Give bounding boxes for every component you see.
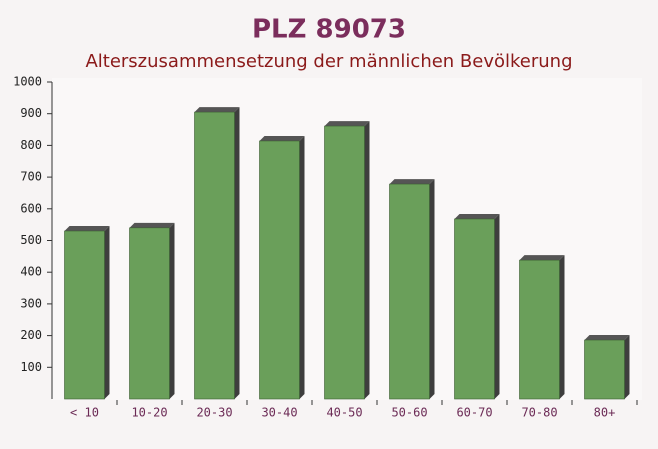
bar (129, 227, 170, 400)
bar-top (454, 213, 500, 219)
bar-side (169, 222, 175, 399)
x-tick-label: 20-30 (196, 406, 232, 420)
x-tick-label: 60-70 (456, 406, 492, 420)
y-tick-label: 900 (20, 106, 42, 120)
bar (259, 140, 300, 400)
bar (519, 259, 560, 400)
bar (454, 218, 495, 400)
bar-side (494, 213, 500, 399)
y-tick-label: 700 (20, 170, 42, 184)
y-tick-label: 600 (20, 201, 42, 215)
x-tick-label: 10-20 (131, 406, 167, 420)
bar-top (129, 222, 175, 228)
bar (389, 183, 430, 400)
bar-top (259, 135, 305, 141)
y-tick-label: 800 (20, 138, 42, 152)
x-tick-label: 40-50 (326, 406, 362, 420)
bar-side (429, 179, 435, 399)
chart-subtitle: Alterszusammensetzung der männlichen Bev… (85, 51, 572, 72)
y-tick-label: 100 (20, 360, 42, 374)
y-tick-label: 400 (20, 265, 42, 279)
bar-side (104, 225, 110, 399)
bar-top (194, 107, 240, 113)
bar-top (324, 121, 370, 127)
bar-side (559, 255, 565, 399)
y-tick-label: 1000 (13, 75, 42, 89)
y-tick-label: 500 (20, 233, 42, 247)
x-tick-label: 50-60 (391, 406, 427, 420)
chart-title: PLZ 89073 (252, 15, 406, 45)
bar (324, 125, 365, 400)
bar-top (584, 335, 630, 341)
bar-side (364, 121, 370, 400)
bar (584, 339, 625, 400)
bar (64, 230, 105, 400)
y-tick-label: 200 (20, 328, 42, 342)
bar-side (624, 335, 630, 399)
x-tick-label: < 10 (70, 406, 99, 420)
x-tick-label: 80+ (594, 406, 616, 420)
x-tick-label: 30-40 (261, 406, 297, 420)
y-tick-label: 300 (20, 296, 42, 310)
bar-top (389, 179, 435, 185)
bar-side (299, 135, 305, 399)
bar-top (519, 255, 565, 261)
bar-top (64, 225, 110, 231)
bar-side (234, 107, 240, 400)
x-tick-label: 70-80 (521, 406, 557, 420)
bar (194, 111, 235, 400)
